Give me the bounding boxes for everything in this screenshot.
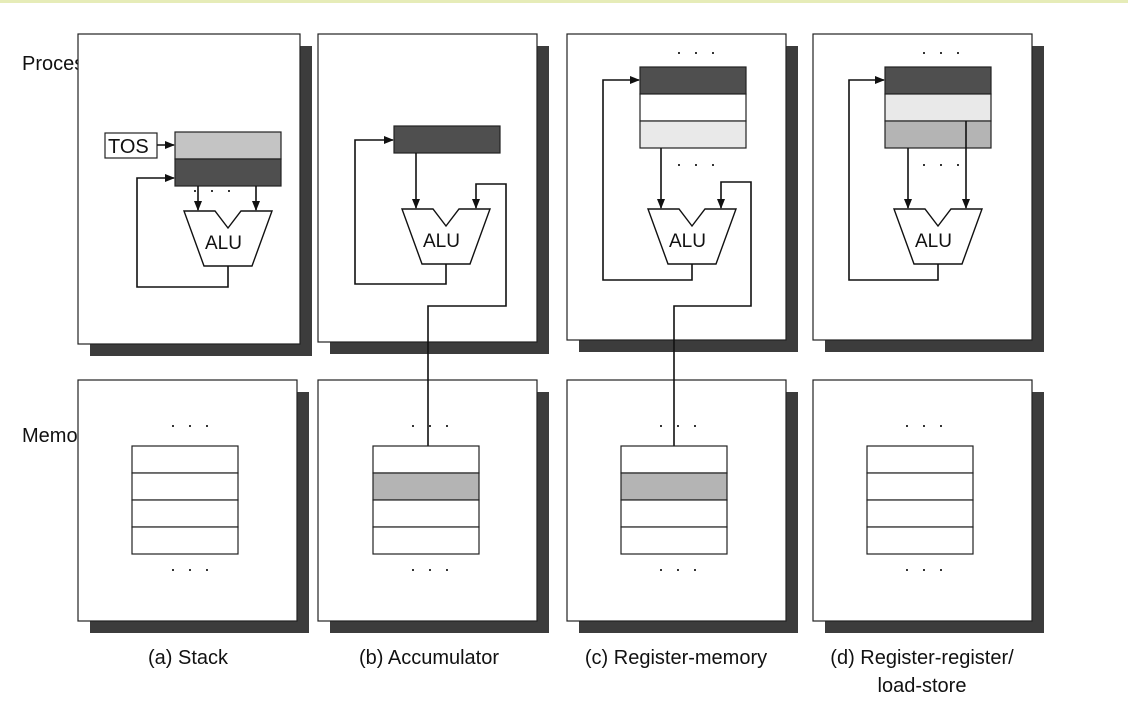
stack-result-feedback bbox=[136, 174, 229, 288]
caption-register-memory: (c) Register-memory bbox=[585, 647, 767, 669]
acc-mem-ellipsis-top: · · · bbox=[410, 415, 453, 435]
caption-stack: (a) Stack bbox=[148, 647, 229, 669]
accumulator-register bbox=[393, 125, 501, 154]
alu-label-register-register: ALU bbox=[915, 231, 952, 252]
caption-register-register-line1: (d) Register-register/ bbox=[830, 647, 1014, 669]
caption-register-register-line2: load-store bbox=[878, 675, 967, 697]
regmem-reg-ellipsis-top: · · · bbox=[676, 42, 719, 62]
panel-register-memory-memory bbox=[566, 379, 798, 633]
stack-tos-register bbox=[174, 131, 282, 160]
regmem-memory-operand-wire bbox=[673, 181, 752, 474]
regmem-memory-cells bbox=[620, 445, 728, 555]
tos-label: TOS bbox=[108, 136, 149, 158]
acc-memory-operand-wire bbox=[427, 183, 507, 474]
regreg-mem-ellipsis-top: · · · bbox=[904, 415, 947, 435]
stack-memory-cells bbox=[131, 445, 239, 555]
regreg-memory-cells bbox=[866, 445, 974, 555]
regreg-result-feedback bbox=[848, 76, 939, 281]
regreg-reg-ellipsis-bottom: · · · bbox=[921, 154, 964, 174]
acc-mem-ellipsis-bottom: · · · bbox=[410, 559, 453, 579]
alu-accumulator bbox=[401, 208, 491, 265]
stack-ellipsis: · · · bbox=[192, 180, 235, 200]
accumulator-memory-cells bbox=[372, 445, 480, 555]
acc-result-feedback bbox=[354, 136, 447, 285]
regmem-mem-ellipsis-bottom: · · · bbox=[658, 559, 701, 579]
alu-label-register-memory: ALU bbox=[669, 231, 706, 252]
top-border bbox=[0, 0, 1128, 3]
alu-register-register bbox=[893, 208, 983, 265]
memory-label: Memory bbox=[22, 425, 94, 447]
regmem-reg-ellipsis-bottom: · · · bbox=[676, 154, 719, 174]
alu-label-accumulator: ALU bbox=[423, 231, 460, 252]
alu-register-memory bbox=[647, 208, 737, 265]
stack-mem-ellipsis-bottom: · · · bbox=[170, 559, 213, 579]
stack-second-register bbox=[174, 158, 282, 187]
caption-accumulator: (b) Accumulator bbox=[359, 647, 499, 669]
regmem-mem-ellipsis-top: · · · bbox=[658, 415, 701, 435]
regreg-mem-ellipsis-bottom: · · · bbox=[904, 559, 947, 579]
regmem-result-feedback bbox=[602, 76, 693, 281]
alu-stack bbox=[183, 210, 273, 267]
regmem-register-file bbox=[639, 66, 747, 149]
stack-mem-ellipsis-top: · · · bbox=[170, 415, 213, 435]
regreg-reg-ellipsis-top: · · · bbox=[921, 42, 964, 62]
alu-label-stack: ALU bbox=[205, 233, 242, 254]
regreg-register-file bbox=[884, 66, 992, 149]
